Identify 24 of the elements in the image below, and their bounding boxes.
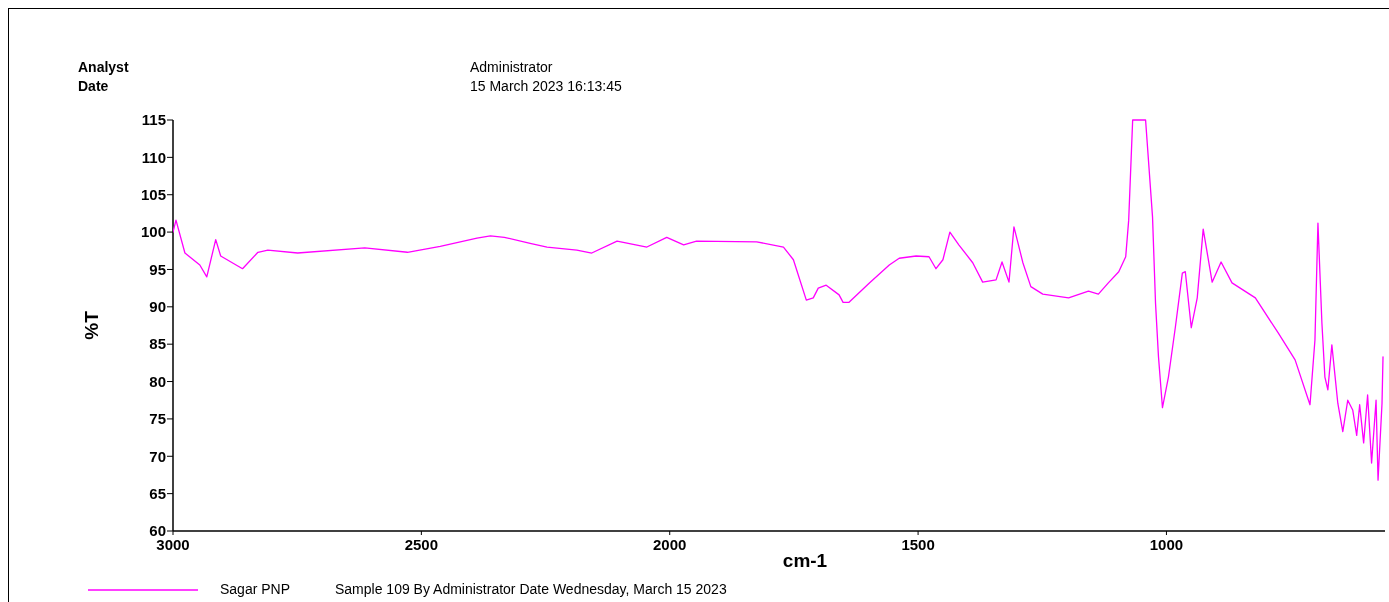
text: Date (78, 78, 109, 94)
y-tick-label: 80 (149, 372, 166, 390)
x-tick-label: 2500 (404, 536, 439, 553)
text: 15 March 2023 16:13:45 (470, 78, 622, 94)
text: Sample 109 By Administrator Date Wednesday, March 15 2023 (335, 581, 727, 597)
x-axis-title: cm-1 (782, 550, 828, 571)
text: Sagar PNP (220, 581, 291, 597)
line-series (173, 119, 1384, 481)
y-tick-label: 115 (141, 111, 166, 129)
text: Administrator (470, 59, 553, 75)
y-tick-label: 100 (140, 223, 166, 241)
y-tick-label: 85 (149, 335, 166, 353)
y-tick-label: 90 (149, 298, 166, 316)
x-tick-label: 1000 (1149, 536, 1184, 553)
x-tick-label: 1500 (901, 536, 935, 553)
y-tick-label: 70 (149, 447, 166, 465)
y-tick-label: 105 (140, 185, 166, 203)
y-tick-label: 95 (149, 260, 166, 278)
y-tick-label: 110 (141, 148, 166, 166)
text: Analyst (78, 59, 129, 75)
y-tick-label: 75 (149, 410, 166, 428)
x-tick-label: 2000 (653, 536, 687, 553)
y-tick-label: 65 (149, 484, 166, 502)
y-axis-title: %T (81, 310, 102, 340)
